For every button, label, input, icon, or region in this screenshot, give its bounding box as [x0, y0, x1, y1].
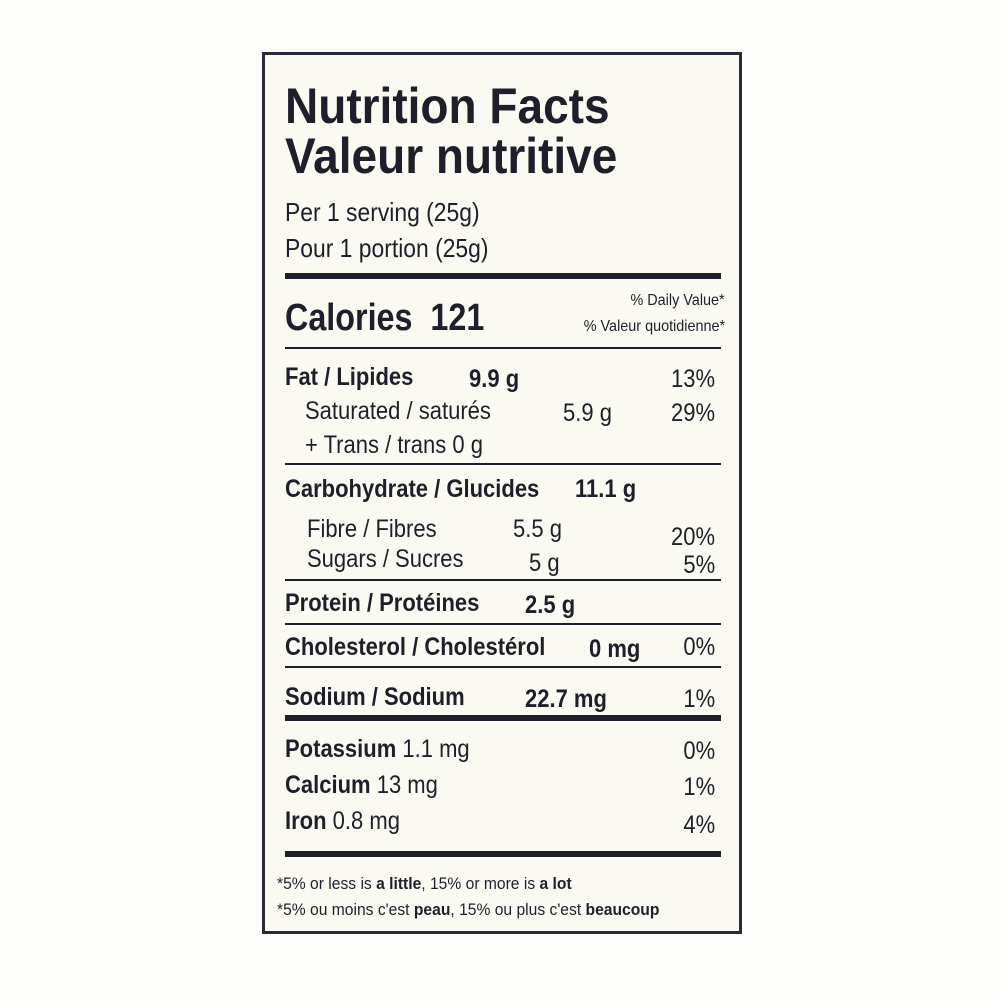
potassium-amount: 1.1 mg [402, 735, 470, 763]
calcium-amount: 13 mg [376, 771, 438, 799]
trans-label: + Trans / trans 0 g [305, 431, 483, 459]
footnote-text: *5% or less is [277, 874, 377, 893]
fibre-amount: 5.5 g [513, 515, 562, 543]
footnote-text: , 15% ou plus c'est [450, 900, 586, 919]
sugars-dv: 5% [683, 551, 715, 579]
nutrition-facts-label: Nutrition Facts Valeur nutritive Per 1 s… [262, 52, 742, 934]
iron: Iron 0.8 mg [285, 809, 400, 834]
fat-dv: 13% [670, 365, 715, 393]
title-fr: Valeur nutritive [285, 128, 618, 184]
calories-label: Calories [285, 297, 413, 339]
cholesterol-amount: 0 mg [589, 635, 641, 663]
dv-header-en: % Daily Value* [630, 292, 725, 309]
sodium-label: Sodium / Sodium [285, 683, 465, 711]
iron-label: Iron [285, 807, 327, 835]
calcium-dv: 1% [683, 773, 715, 801]
footnote-bold: a lot [539, 874, 572, 893]
footnote-bold: a little [376, 874, 422, 893]
thick-divider [285, 273, 721, 279]
protein-label: Protein / Protéines [285, 589, 480, 617]
footnote-bold: beaucoup [585, 900, 660, 919]
calcium: Calcium 13 mg [285, 773, 438, 798]
sodium-dv: 1% [683, 685, 715, 713]
potassium-label: Potassium [285, 735, 397, 763]
thick-divider [285, 715, 721, 721]
footnote-fr: *5% ou moins c'est peau, 15% ou plus c'e… [277, 901, 659, 918]
cholesterol-dv: 0% [683, 633, 715, 661]
footnote-bold: peau [413, 900, 451, 919]
serving-size-fr: Pour 1 portion (25g) [285, 233, 489, 263]
divider [285, 666, 721, 668]
thick-divider [285, 851, 721, 857]
divider [285, 463, 721, 465]
sugars-amount: 5 g [529, 549, 560, 577]
fat-amount: 9.9 g [469, 365, 520, 393]
calcium-label: Calcium [285, 771, 371, 799]
iron-amount: 0.8 mg [332, 807, 400, 835]
saturated-label: Saturated / saturés [305, 397, 491, 425]
carbohydrate-label: Carbohydrate / Glucides [285, 475, 540, 503]
title-en: Nutrition Facts [285, 78, 610, 134]
cholesterol-label: Cholesterol / Cholestérol [285, 633, 546, 661]
fat-label: Fat / Lipides [285, 363, 414, 391]
saturated-dv: 29% [670, 399, 715, 427]
sodium-amount: 22.7 mg [525, 685, 607, 713]
footnote-en: *5% or less is a little, 15% or more is … [277, 875, 572, 892]
calories: Calories 121 [285, 299, 484, 337]
iron-dv: 4% [683, 811, 715, 839]
fibre-label: Fibre / Fibres [307, 515, 437, 543]
calories-value: 121 [430, 297, 485, 339]
divider [285, 579, 721, 581]
footnote-text: , 15% or more is [421, 874, 540, 893]
carbohydrate-amount: 11.1 g [575, 475, 637, 503]
divider [285, 347, 721, 349]
serving-size-en: Per 1 serving (25g) [285, 197, 480, 227]
divider [285, 623, 721, 625]
fibre-dv: 20% [670, 523, 715, 551]
potassium-dv: 0% [683, 737, 715, 765]
protein-amount: 2.5 g [525, 591, 576, 619]
footnote-text: *5% ou moins c'est [277, 900, 414, 919]
dv-header-fr: % Valeur quotidienne* [583, 318, 725, 335]
saturated-amount: 5.9 g [563, 399, 612, 427]
sugars-label: Sugars / Sucres [307, 545, 464, 573]
potassium: Potassium 1.1 mg [285, 737, 470, 762]
